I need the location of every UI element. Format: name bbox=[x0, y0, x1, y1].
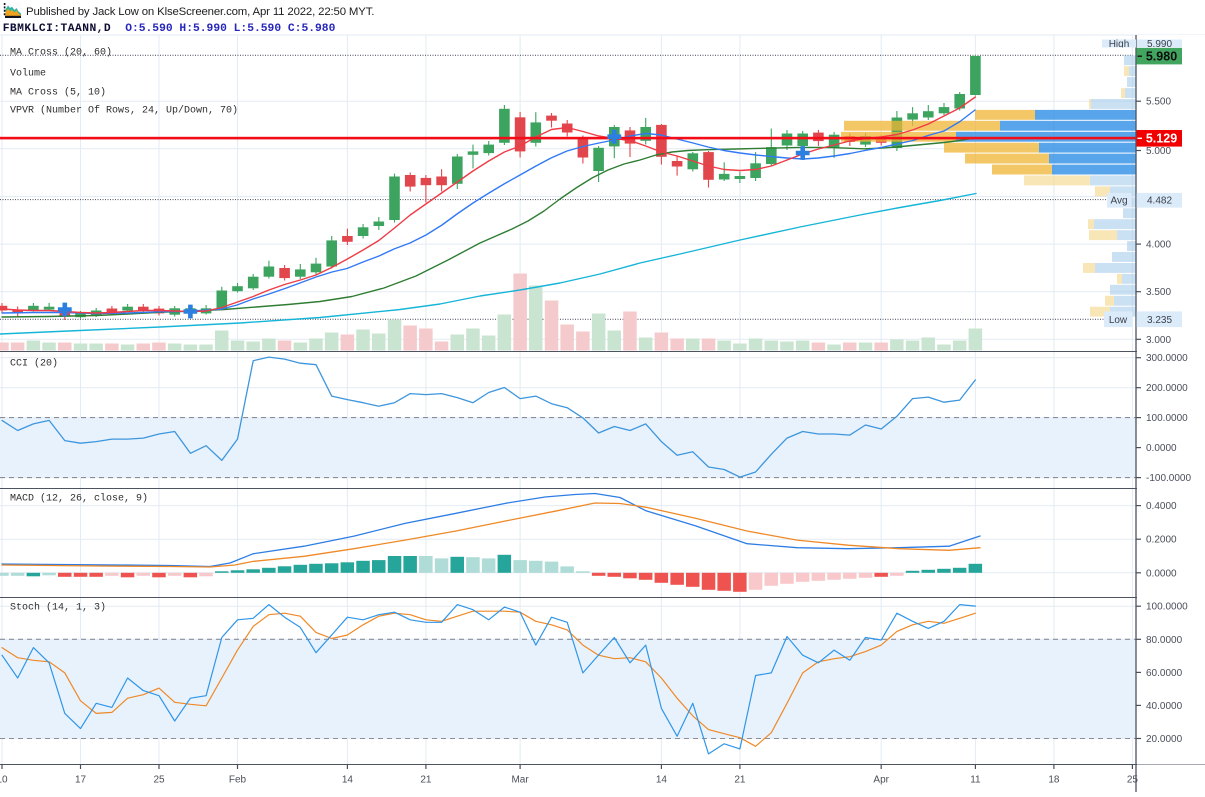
svg-text:300.0000: 300.0000 bbox=[1146, 353, 1188, 364]
svg-text:CCI (20): CCI (20) bbox=[10, 358, 58, 370]
svg-text:0.0000: 0.0000 bbox=[1146, 568, 1177, 579]
svg-text:200.0000: 200.0000 bbox=[1146, 383, 1188, 394]
svg-text:Stoch (14, 1, 3): Stoch (14, 1, 3) bbox=[10, 602, 106, 614]
svg-text:5.500: 5.500 bbox=[1146, 97, 1171, 108]
svg-text:Low: Low bbox=[1109, 315, 1128, 326]
svg-text:0.0000: 0.0000 bbox=[1146, 443, 1177, 454]
svg-text:14: 14 bbox=[342, 775, 354, 786]
svg-text:17: 17 bbox=[75, 775, 87, 786]
svg-text:-100.0000: -100.0000 bbox=[1146, 473, 1191, 484]
svg-text:3.500: 3.500 bbox=[1146, 287, 1171, 298]
svg-text:40.0000: 40.0000 bbox=[1146, 701, 1183, 712]
svg-text:MA Cross (5, 10): MA Cross (5, 10) bbox=[10, 87, 106, 99]
svg-text:MA Cross (20, 60): MA Cross (20, 60) bbox=[10, 47, 112, 59]
svg-text:High: High bbox=[1109, 39, 1130, 50]
svg-text:60.0000: 60.0000 bbox=[1146, 668, 1183, 679]
svg-text:10: 10 bbox=[0, 775, 8, 786]
svg-text:11: 11 bbox=[970, 775, 981, 786]
svg-text:FBMKLCI:TAANN,D: FBMKLCI:TAANN,D bbox=[3, 23, 111, 35]
svg-text:4.000: 4.000 bbox=[1146, 240, 1171, 251]
svg-text:5.990: 5.990 bbox=[1147, 39, 1172, 50]
svg-text:MACD (12, 26, close, 9): MACD (12, 26, close, 9) bbox=[10, 493, 148, 505]
svg-text:Avg: Avg bbox=[1110, 196, 1127, 207]
svg-text:Published by Jack Low on KlseS: Published by Jack Low on KlseScreener.co… bbox=[26, 6, 374, 18]
svg-text:5.129: 5.129 bbox=[1146, 132, 1177, 146]
svg-text:O:5.590 H:5.990 L:5.590 C:5.98: O:5.590 H:5.990 L:5.590 C:5.980 bbox=[125, 23, 335, 35]
svg-text:Volume: Volume bbox=[10, 68, 46, 80]
svg-text:18: 18 bbox=[1048, 775, 1060, 786]
svg-text:21: 21 bbox=[420, 775, 432, 786]
svg-text:0.4000: 0.4000 bbox=[1146, 501, 1177, 512]
svg-text:100.0000: 100.0000 bbox=[1146, 602, 1188, 613]
svg-text:5.980: 5.980 bbox=[1146, 50, 1177, 64]
svg-text:21: 21 bbox=[734, 775, 746, 786]
svg-text:Feb: Feb bbox=[229, 775, 247, 786]
svg-text:0.2000: 0.2000 bbox=[1146, 535, 1177, 546]
svg-text:80.0000: 80.0000 bbox=[1146, 635, 1183, 646]
svg-text:5.000: 5.000 bbox=[1146, 146, 1171, 157]
svg-text:25: 25 bbox=[153, 775, 165, 786]
svg-text:20.0000: 20.0000 bbox=[1146, 734, 1183, 745]
svg-text:Mar: Mar bbox=[511, 775, 529, 786]
svg-text:Apr: Apr bbox=[873, 775, 889, 786]
svg-text:25: 25 bbox=[1127, 775, 1139, 786]
svg-text:100.0000: 100.0000 bbox=[1146, 413, 1188, 424]
svg-text:4.482: 4.482 bbox=[1147, 196, 1172, 207]
svg-text:3.000: 3.000 bbox=[1146, 335, 1171, 346]
svg-text:VPVR (Number Of Rows, 24, Up/D: VPVR (Number Of Rows, 24, Up/Down, 70) bbox=[10, 105, 238, 117]
svg-text:3.235: 3.235 bbox=[1147, 315, 1172, 326]
svg-text:14: 14 bbox=[656, 775, 668, 786]
